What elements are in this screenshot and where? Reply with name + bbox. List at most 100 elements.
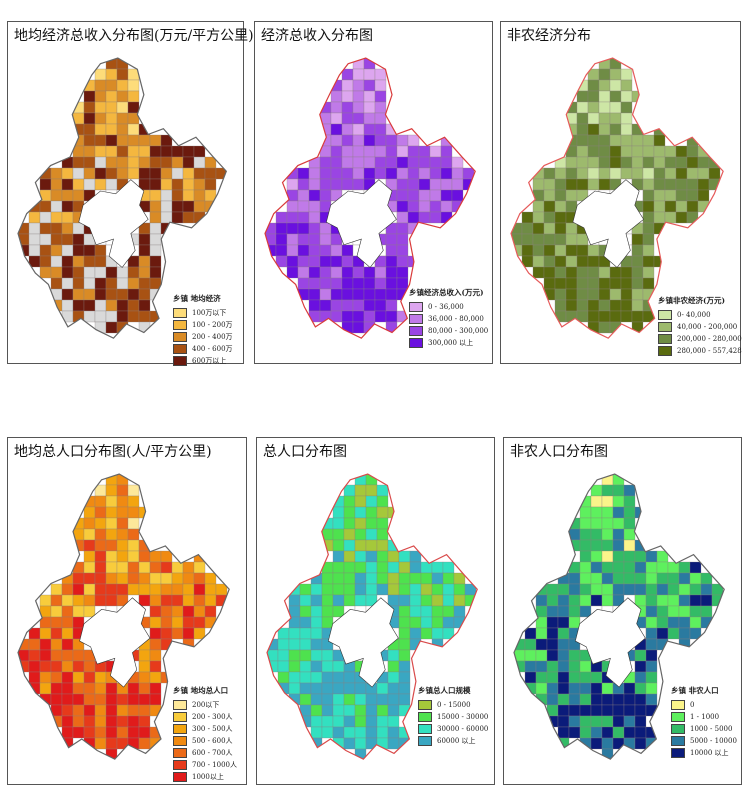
township-region [182, 178, 195, 191]
township-region [634, 649, 647, 662]
township-region [28, 222, 41, 235]
township-region [598, 90, 611, 103]
township-region [532, 266, 545, 279]
township-region [645, 616, 658, 629]
township-region [398, 605, 411, 618]
township-region [138, 156, 151, 169]
township-region [645, 594, 658, 607]
township-region [385, 321, 398, 334]
township-region [352, 123, 365, 136]
township-region [568, 682, 581, 695]
township-region [83, 693, 96, 706]
township-region [524, 649, 537, 662]
township-region [387, 561, 400, 574]
township-region [193, 156, 206, 169]
township-region [409, 605, 422, 618]
township-region [365, 539, 378, 552]
township-region [385, 288, 398, 301]
township-region [83, 726, 96, 739]
township-region [308, 178, 321, 191]
township-region [321, 704, 334, 717]
township-region [341, 112, 354, 125]
township-region [554, 299, 567, 312]
township-region [686, 134, 699, 147]
township-region [700, 583, 713, 596]
township-region [138, 693, 151, 706]
township-region [590, 572, 603, 585]
township-region [598, 310, 611, 323]
township-region [94, 255, 107, 268]
township-region [396, 178, 409, 191]
township-region [61, 299, 74, 312]
township-region [105, 123, 118, 136]
township-region [61, 638, 74, 651]
township-region [61, 200, 74, 213]
township-region [354, 583, 367, 596]
township-region [149, 638, 162, 651]
township-region [396, 167, 409, 180]
township-region [116, 101, 129, 114]
township-region [299, 616, 312, 629]
township-region [398, 627, 411, 640]
township-region [543, 277, 556, 290]
township-region [193, 594, 206, 607]
township-region [557, 594, 570, 607]
township-region [72, 167, 85, 180]
township-region [620, 266, 633, 279]
township-region [554, 167, 567, 180]
township-region [352, 134, 365, 147]
legend-swatch [173, 356, 187, 366]
township-region [105, 539, 118, 552]
township-region [171, 178, 184, 191]
township-region [160, 616, 173, 629]
township-region [83, 506, 96, 519]
township-region [61, 288, 74, 301]
township-region [609, 288, 622, 301]
township-region [94, 310, 107, 323]
legend-swatch [409, 314, 423, 324]
township-region [653, 255, 666, 268]
township-region [590, 737, 603, 750]
township-region [376, 693, 389, 706]
township-region [524, 660, 537, 673]
township-region [182, 572, 195, 585]
township-region [645, 660, 658, 673]
township-region [61, 660, 74, 673]
legend-label: 200 - 400万 [192, 333, 233, 341]
township-region [642, 189, 655, 202]
township-region [590, 693, 603, 706]
township-region [565, 299, 578, 312]
township-region [83, 572, 96, 585]
township-region [138, 737, 151, 750]
township-region [568, 649, 581, 662]
township-region [686, 167, 699, 180]
township-region [623, 726, 636, 739]
township-region [568, 671, 581, 684]
township-region [72, 704, 85, 717]
township-region [321, 572, 334, 585]
township-region [385, 310, 398, 323]
township-region [138, 134, 151, 147]
township-region [160, 178, 173, 191]
township-region [343, 495, 356, 508]
township-region [171, 145, 184, 158]
township-region [39, 649, 52, 662]
township-region [409, 638, 422, 651]
township-region [653, 189, 666, 202]
legend-item: 100 - 200万 [173, 319, 233, 331]
township-region [83, 528, 96, 541]
township-region [319, 266, 332, 279]
township-region [50, 222, 63, 235]
township-region [429, 178, 442, 191]
township-region [546, 627, 559, 640]
township-region [623, 506, 636, 519]
township-region [587, 310, 600, 323]
township-region [620, 112, 633, 125]
township-region [385, 167, 398, 180]
township-region [310, 616, 323, 629]
legend-label: 200以下 [192, 701, 220, 709]
legend-swatch [409, 326, 423, 336]
township-region [374, 288, 387, 301]
township-region [354, 715, 367, 728]
township-region [601, 682, 614, 695]
